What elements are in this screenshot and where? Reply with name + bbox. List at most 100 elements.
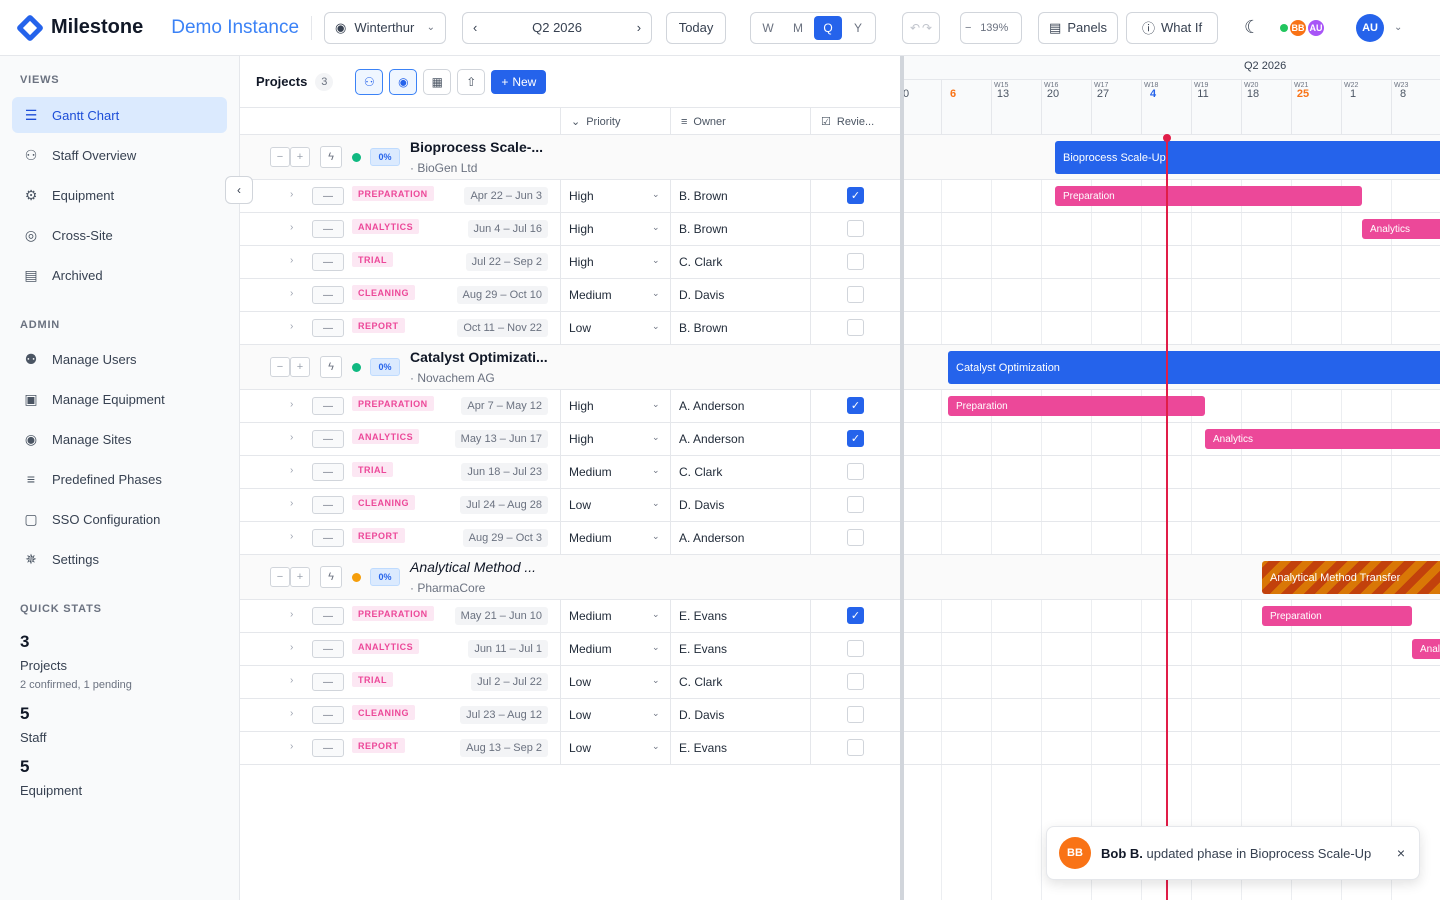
chevron-down-icon[interactable]: ⌄ [652, 609, 660, 619]
phase-bar[interactable]: Analytics [1205, 429, 1440, 449]
chevron-down-icon[interactable]: ⌄ [652, 255, 660, 265]
sidebar-item-archived[interactable]: ▤ Archived [12, 257, 227, 293]
drag-handle[interactable]: — [312, 463, 344, 481]
phase-row[interactable]: › — CLEANING Jul 24 – Aug 28 Low ⌄ D. Davis [240, 489, 900, 522]
phase-dates[interactable]: Aug 29 – Oct 10 [456, 286, 548, 304]
brand-logo[interactable]: Milestone [15, 13, 143, 42]
owner-cell[interactable]: C. Clark [679, 675, 723, 689]
owner-cell[interactable]: E. Evans [679, 609, 728, 623]
sidebar-item-manage-equipment[interactable]: ▣ Manage Equipment [12, 381, 227, 417]
zoom-out-icon[interactable]: − [965, 21, 972, 34]
collapse-project-icon[interactable]: − [270, 567, 290, 587]
expand-project-icon[interactable]: + [290, 567, 310, 587]
drag-handle[interactable]: — [312, 187, 344, 205]
layout-icon[interactable]: ▦ [423, 68, 452, 95]
chevron-right-icon[interactable]: › [290, 255, 294, 266]
chevron-down-icon[interactable]: ⌄ [652, 531, 660, 541]
panels-button[interactable]: ▤ Panels [1038, 11, 1119, 44]
review-checkbox[interactable] [847, 319, 864, 336]
sidebar-item-manage-users[interactable]: ⚉ Manage Users [12, 341, 227, 377]
review-column-header[interactable]: ☑ Revie... [810, 108, 900, 135]
chevron-right-icon[interactable]: › [290, 222, 294, 233]
project-row[interactable]: − + ϟ 0% Bioprocess Scale-... · BioGen Ltd [240, 135, 900, 180]
phase-row[interactable]: › — ANALYTICS Jun 11 – Jul 1 Medium ⌄ E. Evans [240, 633, 900, 666]
chevron-down-icon[interactable]: ⌄ [652, 189, 660, 199]
sidebar-item-manage-sites[interactable]: ◉ Manage Sites [12, 421, 227, 457]
phase-dates[interactable]: Jul 23 – Aug 12 [460, 706, 548, 724]
chevron-down-icon[interactable]: ⌄ [652, 741, 660, 751]
owner-cell[interactable]: E. Evans [679, 642, 728, 656]
sidebar-item-settings[interactable]: ✵ Settings [12, 541, 227, 577]
project-bar[interactable]: Catalyst Optimization [948, 351, 1440, 384]
phase-dates[interactable]: Jun 11 – Jul 1 [468, 640, 548, 658]
chevron-down-icon[interactable]: ⌄ [652, 708, 660, 718]
phase-row[interactable]: › — ANALYTICS Jun 4 – Jul 16 High ⌄ B. Brown [240, 213, 900, 246]
phase-dates[interactable]: May 13 – Jun 17 [454, 430, 548, 448]
project-bar[interactable]: Analytical Method Transfer [1262, 561, 1440, 594]
phase-bar[interactable]: Analytics [1362, 219, 1440, 239]
review-checkbox[interactable] [847, 706, 864, 723]
priority-select[interactable]: Medium [569, 465, 612, 479]
phase-dates[interactable]: Jun 4 – Jul 16 [467, 220, 548, 238]
undo-icon[interactable]: ↶ [909, 20, 921, 35]
chevron-down-icon[interactable]: ⌄ [652, 675, 660, 685]
drag-handle[interactable]: — [312, 529, 344, 547]
scale-option-m[interactable]: M [793, 20, 804, 35]
today-button[interactable]: Today [666, 11, 727, 44]
owner-cell[interactable]: C. Clark [679, 255, 723, 269]
project-name[interactable]: Catalyst Optimizati... [410, 349, 548, 365]
review-checkbox[interactable]: ✓ [847, 187, 864, 204]
review-checkbox[interactable]: ✓ [847, 397, 864, 414]
chevron-right-icon[interactable]: › [290, 399, 294, 410]
chevron-right-icon[interactable]: › [290, 288, 294, 299]
phase-bar[interactable]: Analytics [1412, 639, 1440, 659]
owner-cell[interactable]: B. Brown [679, 321, 728, 335]
phase-dates[interactable]: Oct 11 – Nov 22 [457, 319, 548, 337]
project-row[interactable]: − + ϟ 0% Catalyst Optimizati... · Novachem AG [240, 345, 900, 390]
chevron-right-icon[interactable]: › [290, 741, 294, 752]
phase-dates[interactable]: Apr 7 – May 12 [461, 397, 548, 415]
priority-select[interactable]: Medium [569, 288, 612, 302]
bolt-icon[interactable]: ϟ [320, 146, 342, 168]
drag-handle[interactable]: — [312, 739, 344, 757]
owner-cell[interactable]: B. Brown [679, 189, 728, 203]
owner-cell[interactable]: D. Davis [679, 498, 725, 512]
review-checkbox[interactable] [847, 529, 864, 546]
what-if-button[interactable]: ⓘ What If [1126, 11, 1219, 44]
owner-cell[interactable]: E. Evans [679, 741, 728, 755]
priority-select[interactable]: High [569, 255, 594, 269]
phase-dates[interactable]: Aug 13 – Sep 2 [460, 739, 548, 757]
sidebar-item-gantt-chart[interactable]: ☰ Gantt Chart [12, 97, 227, 133]
priority-select[interactable]: Low [569, 675, 592, 689]
phase-row[interactable]: › — ANALYTICS May 13 – Jun 17 High ⌄ A. Anders… [240, 423, 900, 456]
collapse-sidebar-button[interactable]: ‹ [225, 176, 253, 204]
phase-row[interactable]: › — PREPARATION May 21 – Jun 10 Medium ⌄ E. Ev… [240, 600, 900, 633]
priority-select[interactable]: Low [569, 741, 592, 755]
review-checkbox[interactable] [847, 253, 864, 270]
review-checkbox[interactable] [847, 220, 864, 237]
drag-handle[interactable]: — [312, 640, 344, 658]
sidebar-item-cross-site[interactable]: ◎ Cross-Site [12, 217, 227, 253]
group-by-staff-icon[interactable]: ⚇ [355, 68, 384, 95]
visibility-icon[interactable]: ◉ [389, 68, 418, 95]
scale-option-w[interactable]: W [762, 20, 774, 35]
priority-select[interactable]: High [569, 189, 594, 203]
phase-row[interactable]: › — REPORT Aug 13 – Sep 2 Low ⌄ E. Evans [240, 732, 900, 765]
sidebar-item-staff-overview[interactable]: ⚇ Staff Overview [12, 137, 227, 173]
collapse-project-icon[interactable]: − [270, 147, 290, 167]
chevron-down-icon[interactable]: ⌄ [652, 399, 660, 409]
scale-option-y[interactable]: Y [854, 20, 863, 35]
project-row[interactable]: − + ϟ 0% Analytical Method ... · PharmaCore [240, 555, 900, 600]
owner-column-header[interactable]: ≡ Owner [670, 108, 810, 135]
priority-select[interactable]: Medium [569, 609, 612, 623]
phase-dates[interactable]: Jun 18 – Jul 23 [461, 463, 548, 481]
new-project-button[interactable]: + New [491, 69, 547, 94]
chevron-down-icon[interactable]: ⌄ [652, 321, 660, 331]
project-name[interactable]: Analytical Method ... [410, 559, 537, 575]
export-icon[interactable]: ⇧ [457, 68, 486, 95]
phase-dates[interactable]: Jul 22 – Sep 2 [465, 253, 548, 271]
phase-row[interactable]: › — REPORT Aug 29 – Oct 3 Medium ⌄ A. Anderson [240, 522, 900, 555]
priority-select[interactable]: High [569, 222, 594, 236]
owner-cell[interactable]: A. Anderson [679, 399, 745, 413]
chevron-down-icon[interactable]: ⌄ [652, 222, 660, 232]
